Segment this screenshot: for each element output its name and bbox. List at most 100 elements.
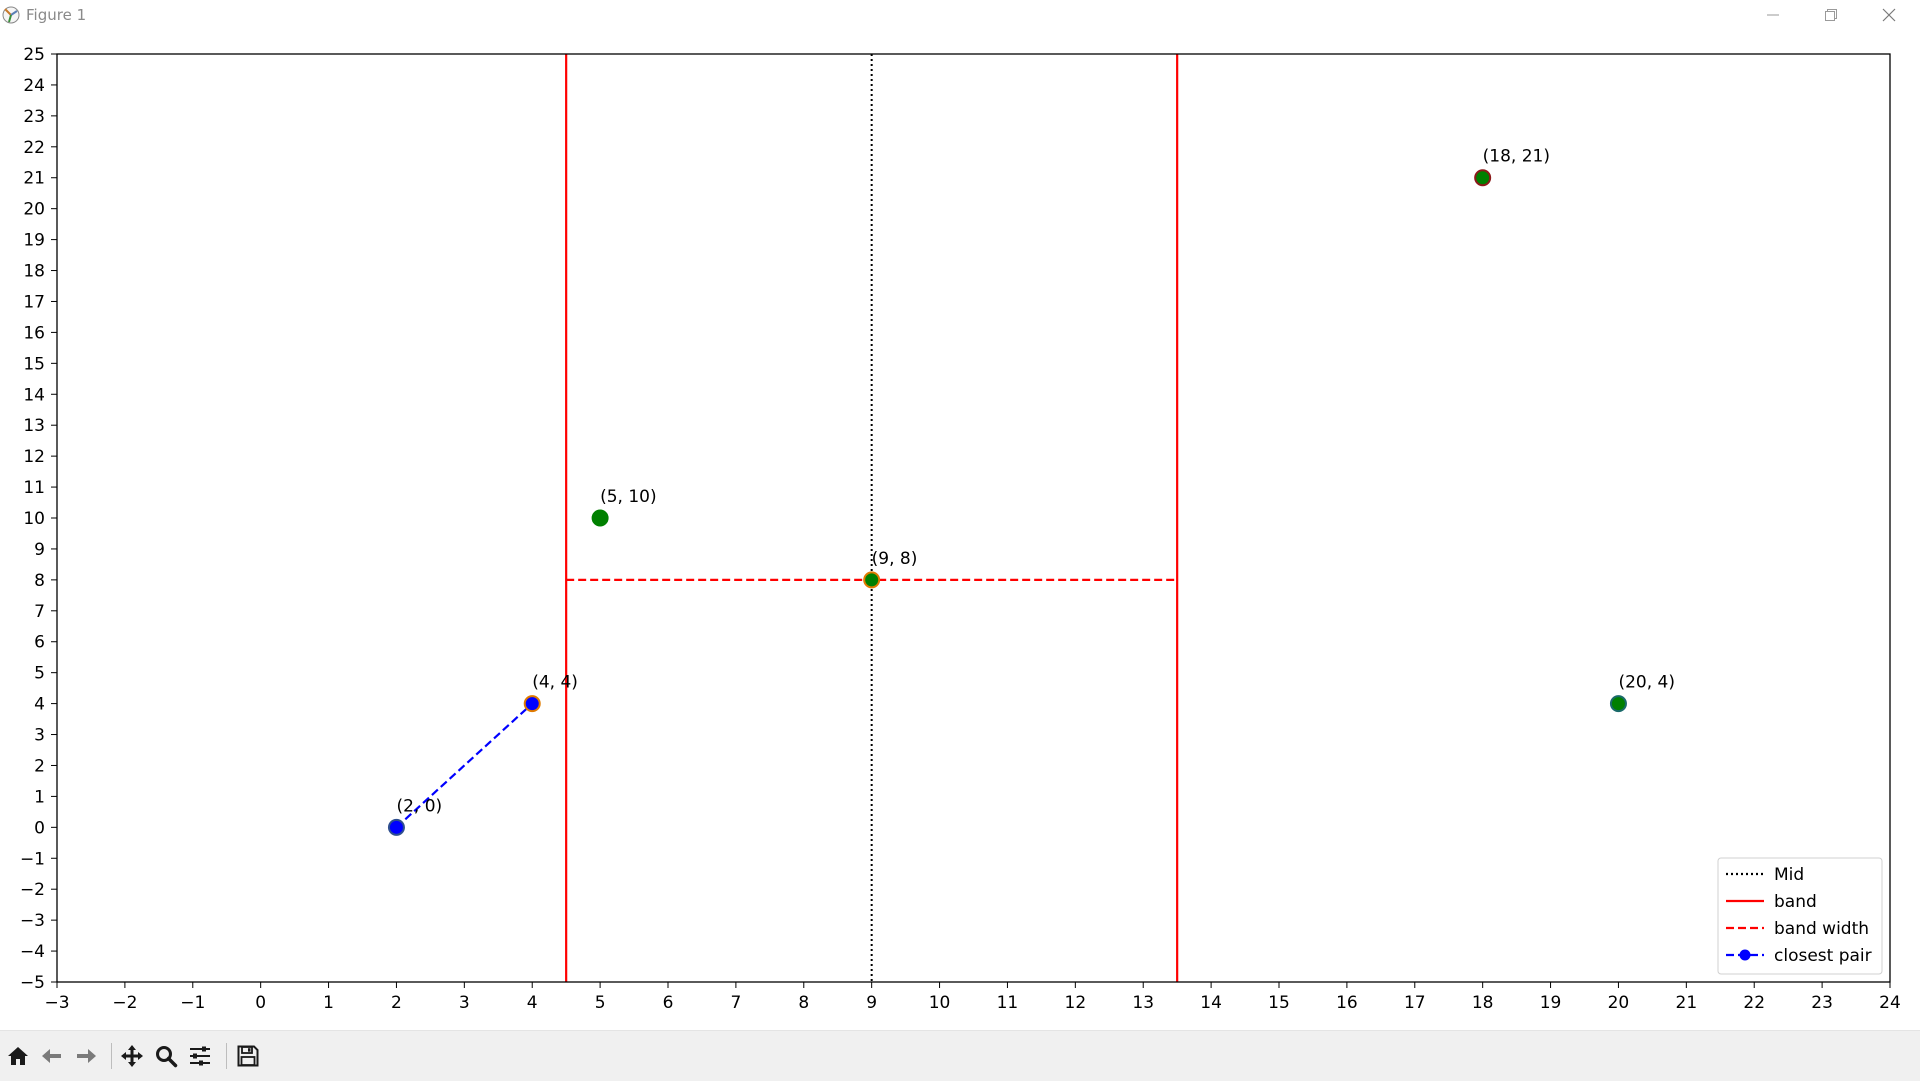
pan-button[interactable] bbox=[117, 1041, 147, 1071]
close-button[interactable] bbox=[1860, 0, 1916, 30]
zoom-button[interactable] bbox=[151, 1041, 181, 1071]
y-tick-label: 20 bbox=[23, 200, 45, 220]
axes-frame bbox=[56, 53, 1891, 983]
configure-icon bbox=[190, 1046, 210, 1066]
data-point bbox=[387, 818, 405, 836]
y-tick-label: 15 bbox=[23, 354, 45, 374]
y-tick-label: 13 bbox=[23, 416, 45, 436]
x-tick-label: 8 bbox=[798, 993, 809, 1013]
y-tick-label: 18 bbox=[23, 262, 45, 282]
x-tick-label: 21 bbox=[1676, 993, 1698, 1013]
back-button[interactable] bbox=[37, 1041, 67, 1071]
y-tick-label: −1 bbox=[20, 849, 45, 869]
y-tick-label: 25 bbox=[23, 45, 45, 65]
x-tick-label: 23 bbox=[1811, 993, 1833, 1013]
restore-icon bbox=[1825, 9, 1837, 21]
close-icon bbox=[1882, 8, 1896, 22]
window-title: Figure 1 bbox=[26, 6, 87, 24]
data-point-label: (4, 4) bbox=[532, 673, 578, 693]
toolbar-separator bbox=[111, 1043, 112, 1069]
y-tick-label: 2 bbox=[34, 756, 45, 776]
y-tick-label: 23 bbox=[23, 107, 45, 127]
minimize-button[interactable] bbox=[1744, 0, 1800, 30]
data-point bbox=[523, 695, 541, 713]
forward-button[interactable] bbox=[71, 1041, 101, 1071]
x-tick-label: 9 bbox=[866, 993, 877, 1013]
x-tick-label: 13 bbox=[1132, 993, 1154, 1013]
zoom-icon bbox=[156, 1046, 178, 1068]
x-tick-label: −1 bbox=[180, 993, 205, 1013]
data-point-label: (5, 10) bbox=[600, 487, 657, 507]
toolbar-separator bbox=[226, 1043, 227, 1069]
data-point-label: (9, 8) bbox=[872, 549, 918, 569]
data-point bbox=[863, 571, 881, 589]
x-tick-label: 1 bbox=[323, 993, 334, 1013]
x-tick-label: 11 bbox=[997, 993, 1019, 1013]
x-tick-label: 20 bbox=[1608, 993, 1630, 1013]
y-tick-label: 19 bbox=[23, 231, 45, 251]
save-button[interactable] bbox=[233, 1041, 263, 1071]
restore-button[interactable] bbox=[1802, 0, 1858, 30]
y-tick-label: −3 bbox=[20, 911, 45, 931]
data-point-label: (18, 21) bbox=[1483, 147, 1550, 167]
x-tick-label: 15 bbox=[1268, 993, 1290, 1013]
x-tick-label: 2 bbox=[391, 993, 402, 1013]
y-tick-label: −4 bbox=[20, 942, 45, 962]
y-tick-label: 8 bbox=[34, 571, 45, 591]
x-tick-label: 3 bbox=[459, 993, 470, 1013]
legend-label: band bbox=[1774, 892, 1817, 912]
figure-canvas[interactable]: (2, 0) (4, 4) (5, 10) (9, 8) (18, 21) (20, 4)… bbox=[0, 30, 1920, 1030]
app-icon bbox=[2, 5, 22, 29]
y-tick-label: 17 bbox=[23, 292, 45, 312]
back-icon bbox=[42, 1049, 61, 1063]
save-icon bbox=[237, 1045, 259, 1067]
home-button[interactable] bbox=[3, 1041, 33, 1071]
home-icon bbox=[8, 1047, 28, 1065]
plot-points bbox=[387, 169, 1627, 836]
legend-label: band width bbox=[1774, 919, 1869, 939]
y-tick-label: 11 bbox=[23, 478, 45, 498]
x-tick-label: 14 bbox=[1200, 993, 1222, 1013]
data-point-label: (2, 0) bbox=[396, 796, 442, 816]
forward-icon bbox=[77, 1049, 96, 1063]
navigation-toolbar bbox=[0, 1030, 1920, 1081]
data-point bbox=[1474, 169, 1492, 187]
y-tick-label: 1 bbox=[34, 787, 45, 807]
x-tick-label: 0 bbox=[255, 993, 266, 1013]
x-tick-label: 4 bbox=[527, 993, 538, 1013]
y-tick-label: 7 bbox=[34, 602, 45, 622]
y-tick-label: −5 bbox=[20, 973, 45, 993]
x-tick-label: 7 bbox=[730, 993, 741, 1013]
pan-icon bbox=[121, 1045, 143, 1067]
legend: Mid band band width closest pair bbox=[1717, 857, 1883, 975]
y-tick-label: 22 bbox=[23, 138, 45, 158]
x-tick-label: −2 bbox=[112, 993, 137, 1013]
minimize-icon bbox=[1767, 14, 1779, 16]
closest-pair-line bbox=[395, 702, 533, 829]
y-tick-label: 14 bbox=[23, 385, 45, 405]
legend-label: Mid bbox=[1774, 865, 1804, 885]
title-bar: Figure 1 bbox=[0, 0, 1920, 30]
y-tick-label: 0 bbox=[34, 818, 45, 838]
x-tick-label: 6 bbox=[663, 993, 674, 1013]
x-tick-label: 18 bbox=[1472, 993, 1494, 1013]
y-tick-label: 21 bbox=[23, 169, 45, 189]
y-tick-label: 24 bbox=[23, 76, 45, 96]
x-tick-label: 19 bbox=[1540, 993, 1562, 1013]
data-point bbox=[591, 509, 609, 527]
point-labels: (2, 0) (4, 4) (5, 10) (9, 8) (18, 21) (20, 4) bbox=[396, 147, 1675, 817]
axis-ticks: −3 −2 −1 0 1 2 3 4 5 6 7 8 9 10 11 12 13 14 15 16 17 18 19 20 21… bbox=[20, 45, 1901, 1013]
x-tick-label: 12 bbox=[1065, 993, 1087, 1013]
y-tick-label: 10 bbox=[23, 509, 45, 529]
y-tick-label: 16 bbox=[23, 323, 45, 343]
data-point bbox=[1609, 695, 1627, 713]
y-tick-label: 5 bbox=[34, 664, 45, 684]
x-tick-label: 17 bbox=[1404, 993, 1426, 1013]
configure-subplots-button[interactable] bbox=[185, 1041, 215, 1071]
plot-lines bbox=[395, 54, 1179, 982]
x-tick-label: 22 bbox=[1743, 993, 1765, 1013]
x-tick-label: 5 bbox=[595, 993, 606, 1013]
y-tick-label: 9 bbox=[34, 540, 45, 560]
x-tick-label: 16 bbox=[1336, 993, 1358, 1013]
y-tick-label: 3 bbox=[34, 726, 45, 746]
